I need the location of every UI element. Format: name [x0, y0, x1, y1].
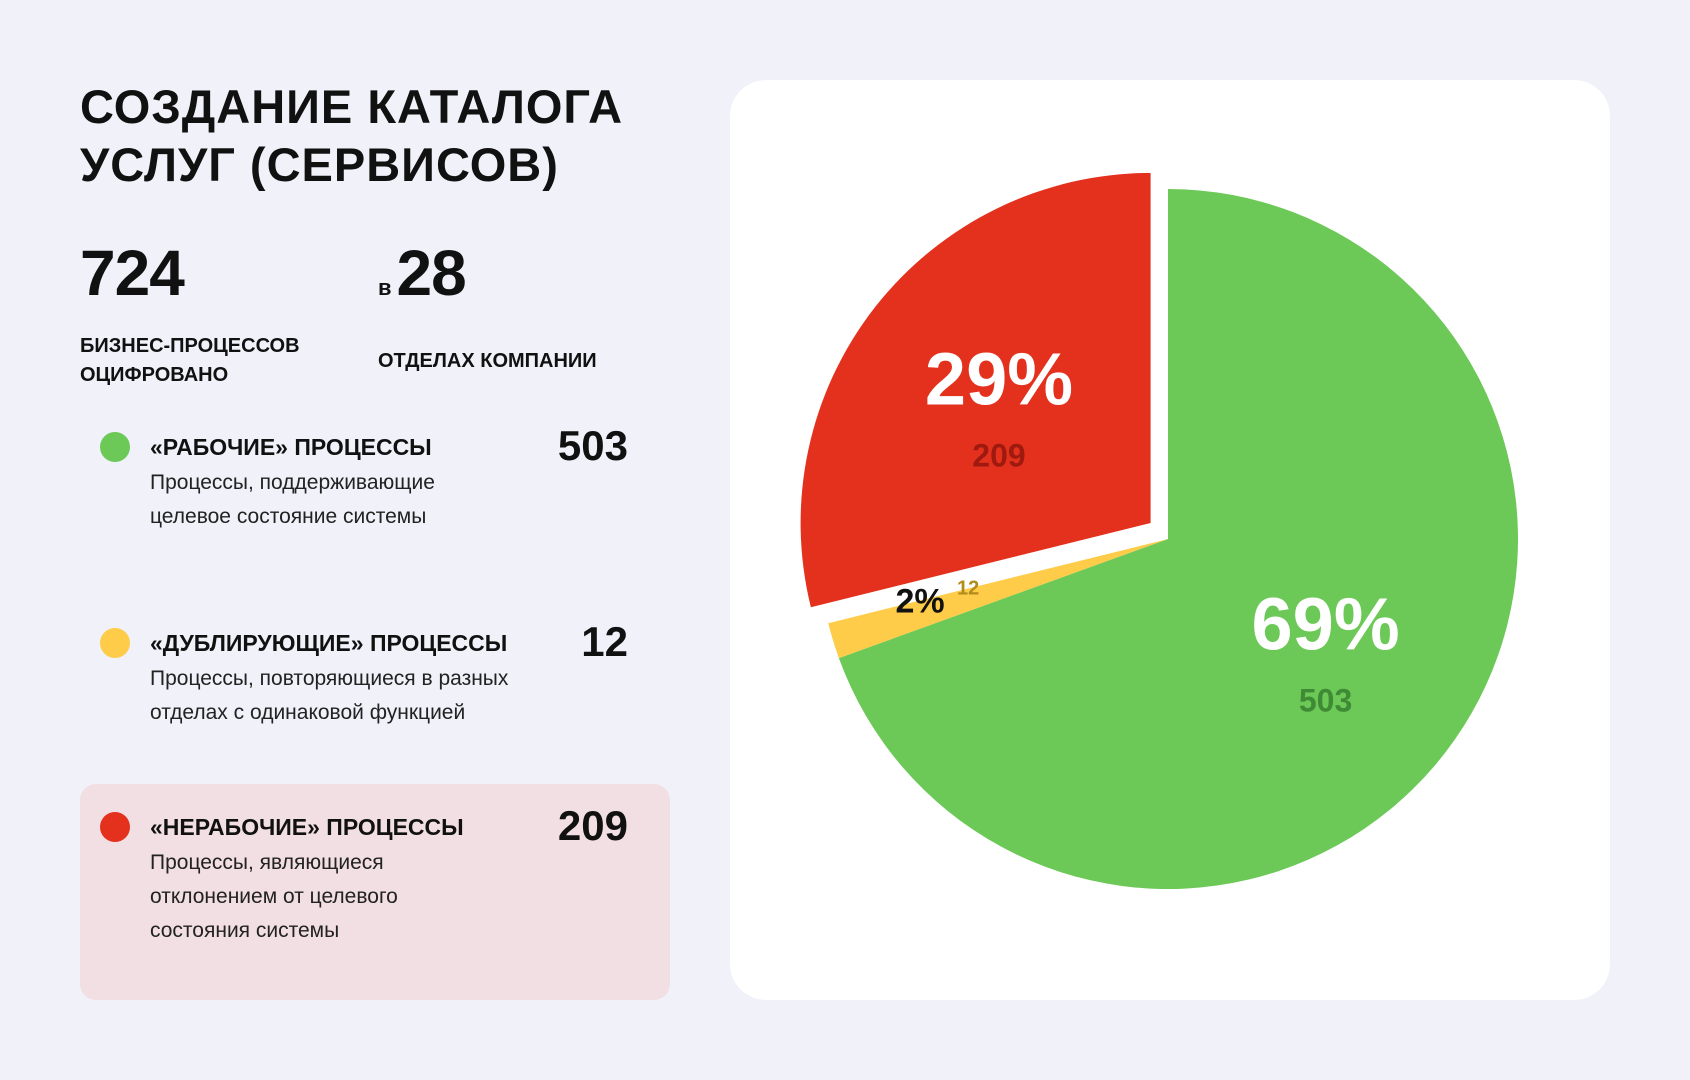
stat-departments-line: в28 — [378, 238, 678, 323]
pie-count-label-2: 209 — [972, 437, 1025, 473]
pie-chart: 69% 503 2% 12 29% 209 — [800, 172, 1518, 889]
pie-count-label-0: 503 — [1299, 683, 1352, 719]
pie-slice-0 — [838, 189, 1518, 889]
chart-card: 69% 503 2% 12 29% 209 — [730, 80, 1610, 1000]
pie-percent-label-1: 2% — [896, 582, 945, 620]
stat-departments: в28 отделах компании — [378, 238, 678, 376]
stat-departments-prefix: в — [378, 275, 391, 300]
legend-dot-nonworking — [100, 812, 130, 842]
legend-title-duplicating: «дублирующие» процессы — [150, 630, 508, 656]
pie-slice-1 — [828, 539, 1168, 659]
legend-desc-line: состояния системы — [150, 919, 340, 942]
legend-item-nonworking: «нерабочие» процессы 209 Процессы, являю… — [80, 784, 670, 1000]
legend-desc-nonworking: Процессы, являющиеся отклонением от целе… — [150, 846, 570, 948]
stat-departments-caption: отделах компании — [378, 350, 597, 372]
legend-value-working: 503 — [557, 422, 628, 469]
legend-title-nonworking: «нерабочие» процессы — [150, 814, 464, 840]
stat-processes-caption-line-1: бизнес-процессов — [80, 335, 300, 357]
pie-slice-2 — [800, 172, 1151, 608]
pie-percent-label-2: 29% — [925, 337, 1073, 420]
legend-desc-line: Процессы, являющиеся — [150, 851, 384, 874]
pie-percent-label-0: 69% — [1252, 583, 1400, 666]
title-line-2: услуг (сервисов) — [80, 138, 559, 191]
legend-desc-line: отделах с одинаковой функцией — [150, 701, 466, 724]
stat-processes-value: 724 — [80, 237, 185, 309]
legend-desc-line: целевое состояние системы — [150, 505, 427, 528]
legend-desc-line: отклонением от целевого — [150, 885, 398, 908]
legend-title-working: «рабочие» процессы — [150, 434, 432, 460]
title-line-1: Создание каталога — [80, 80, 624, 133]
legend-desc-line: Процессы, повторяющиеся в разных — [150, 667, 509, 690]
legend-desc-duplicating: Процессы, повторяющиеся в разных отделах… — [150, 662, 570, 730]
page-title: Создание каталога услуг (сервисов) — [80, 78, 700, 194]
legend-desc-line: Процессы, поддерживающие — [150, 471, 435, 494]
stat-processes: 724 бизнес-процессов оцифровано — [80, 238, 380, 390]
pie-count-label-1: 12 — [957, 577, 979, 599]
stat-processes-caption: бизнес-процессов оцифровано — [80, 332, 380, 390]
legend-value-nonworking: 209 — [557, 802, 628, 849]
legend-value-duplicating: 12 — [581, 618, 628, 665]
legend-desc-working: Процессы, поддерживающие целевое состоян… — [150, 466, 570, 534]
stat-departments-value: 28 — [396, 237, 467, 309]
legend-dot-working — [100, 432, 130, 462]
legend-dot-duplicating — [100, 628, 130, 658]
stat-processes-caption-line-2: оцифровано — [80, 364, 229, 386]
legend-item-duplicating: «дублирующие» процессы 12 Процессы, повт… — [80, 616, 670, 736]
legend-item-working: «рабочие» процессы 503 Процессы, поддерж… — [80, 420, 670, 540]
